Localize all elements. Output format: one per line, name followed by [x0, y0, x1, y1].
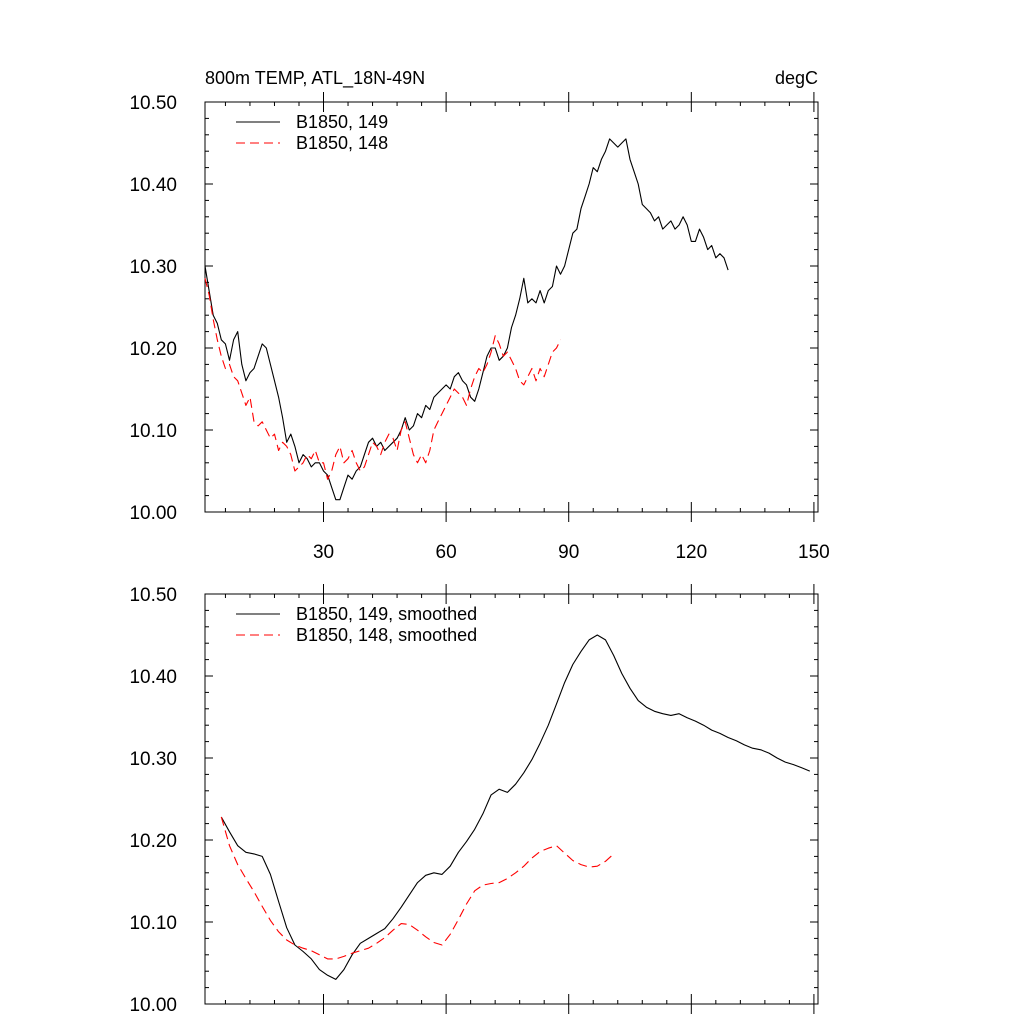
- x-tick-label: 90: [558, 542, 579, 563]
- legend-label-2: B1850, 148, smoothed: [296, 625, 477, 645]
- chart-panel-2: 10.00 10.10 10.20 10.30 10.40 10.50 B1850, 149…: [129, 584, 819, 1016]
- y-tick-label: 10.40: [129, 667, 177, 688]
- legend-label-1: B1850, 149: [296, 112, 388, 132]
- y-tick-label: 10.30: [129, 257, 177, 278]
- y-tick-label: 10.00: [129, 995, 177, 1016]
- legend-label-2: B1850, 148: [296, 133, 388, 153]
- chart-panel-1: 10.00 10.10 10.20 10.30 10.40 10.50 30 60 90 120 1…: [129, 68, 829, 563]
- series-line-1: [204, 138, 729, 501]
- x-tick-label: 60: [436, 542, 457, 563]
- plot-frame: [204, 101, 819, 513]
- y-tick-label: 10.20: [129, 831, 177, 852]
- chart-title: 800m TEMP, ATL_18N-49N: [205, 68, 425, 89]
- series-line-2: [204, 278, 561, 480]
- x-tick-label: 150: [798, 542, 830, 563]
- series-line-1: [220, 634, 811, 980]
- y-tick-label: 10.50: [129, 585, 177, 606]
- y-tick-label: 10.50: [129, 93, 177, 114]
- series-line-2: [220, 816, 615, 960]
- y-tick-label: 10.40: [129, 175, 177, 196]
- x-tick-label: 120: [675, 542, 707, 563]
- y-tick-label: 10.10: [129, 421, 177, 442]
- plot-frame: [204, 593, 819, 1005]
- units-label: degC: [775, 68, 818, 88]
- y-tick-label: 10.00: [129, 503, 177, 524]
- y-tick-label: 10.30: [129, 749, 177, 770]
- x-tick-label: 30: [313, 542, 334, 563]
- y-tick-label: 10.20: [129, 339, 177, 360]
- legend-label-1: B1850, 149, smoothed: [296, 604, 477, 624]
- y-tick-label: 10.10: [129, 913, 177, 934]
